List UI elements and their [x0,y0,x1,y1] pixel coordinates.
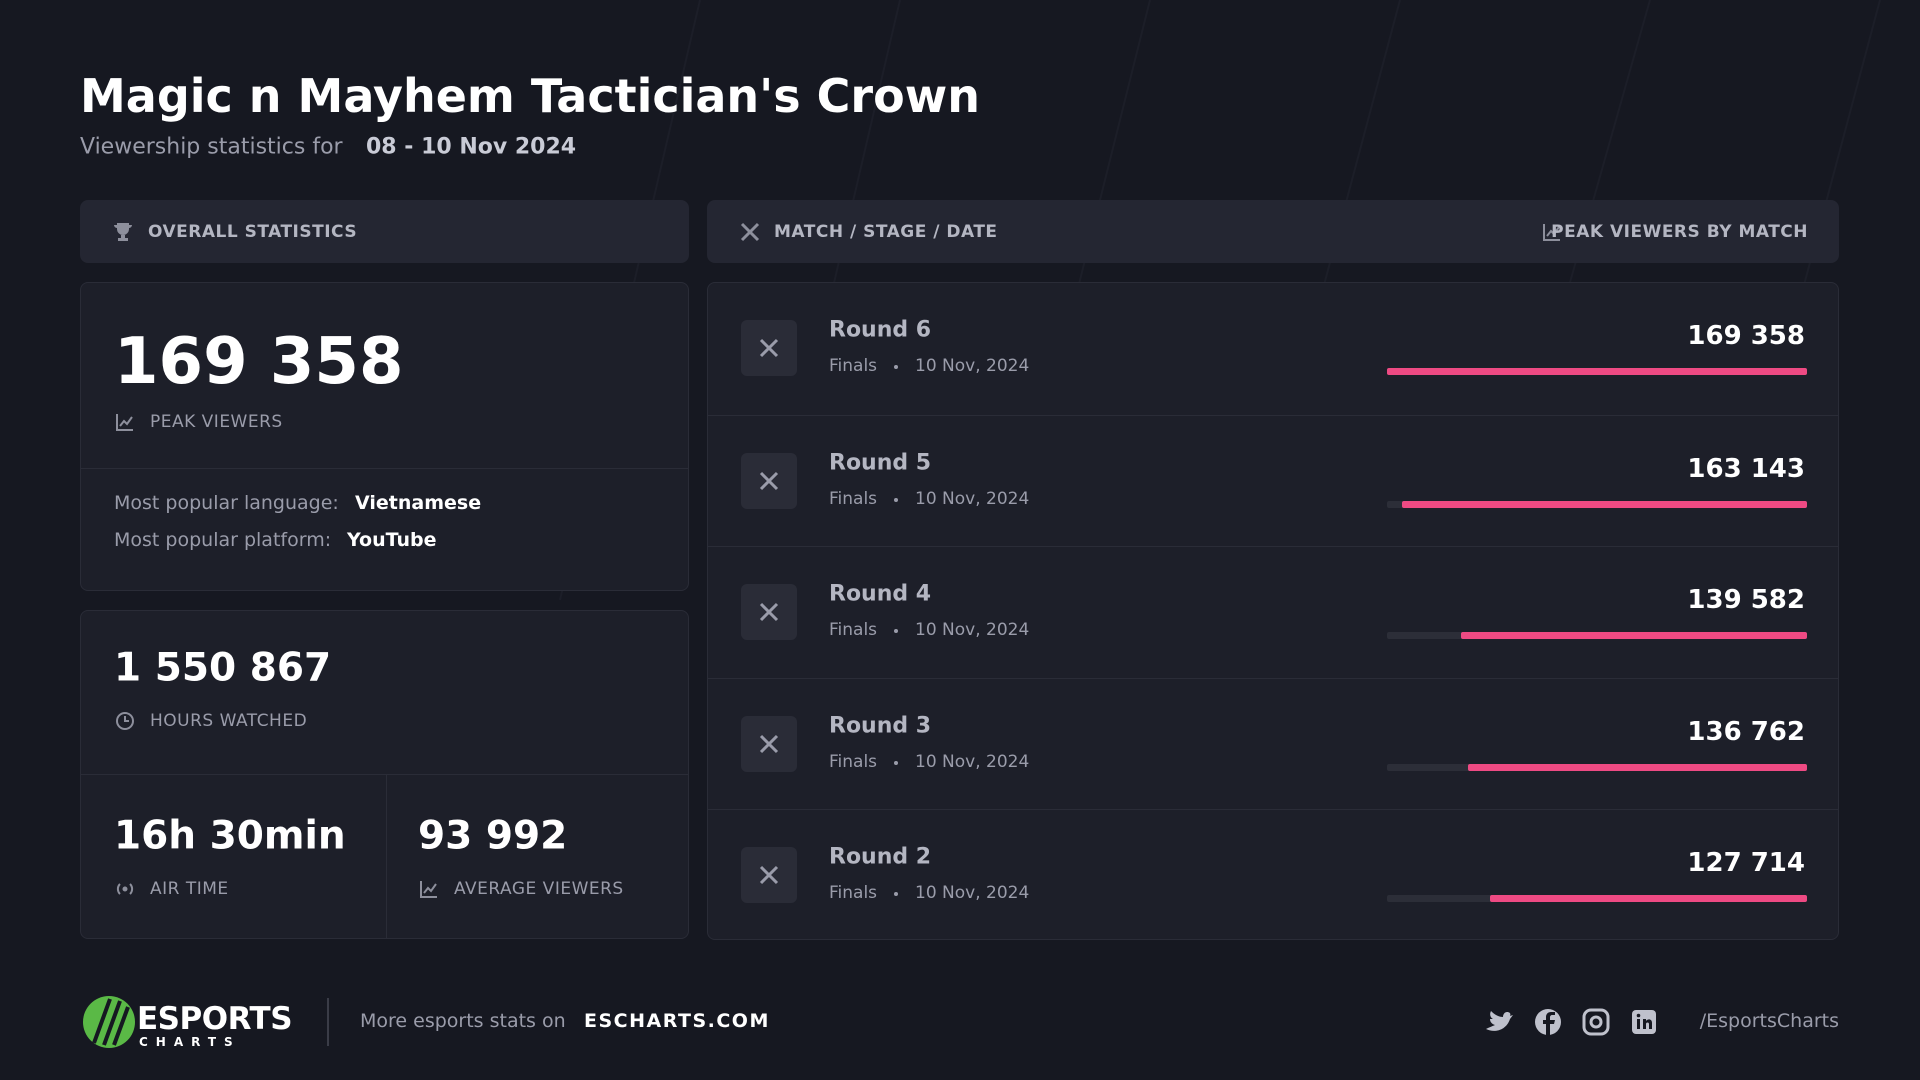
bar [1490,895,1807,903]
clock-icon [116,712,134,730]
match-row: Round 3 Finals 10 Nov, 2024 136 762 [708,677,1838,811]
match-row: Round 4 Finals 10 Nov, 2024 139 582 [708,546,1838,679]
match-name: Round 3 [829,713,932,739]
match-icon [741,452,797,509]
bar [1402,500,1807,508]
swords-icon [740,222,760,242]
match-date: 10 Nov, 2024 [915,883,1030,904]
platform-label: Most popular platform: [114,529,332,551]
match-stage: Finals [829,488,878,509]
platform: YouTube [347,529,437,551]
bullet [894,892,898,897]
match-row: Round 6 Finals 10 Nov, 2024 169 358 [708,283,1838,415]
logo-mark [83,996,135,1048]
peak-value: 139 582 [1687,585,1805,616]
match-icon [741,715,797,772]
overall-heading: OVERALL STATISTICS [148,222,358,242]
match-stage: Finals [829,620,878,641]
language: Vietnamese [355,492,482,514]
bullet [894,497,898,502]
peak-heading: PEAK VIEWERS BY MATCH [1551,222,1808,242]
subtitle-label: Viewership statistics for [80,134,343,160]
logo-bottom: CHARTS [139,1035,241,1049]
trophy-icon [114,223,132,241]
footer-divider [327,998,329,1046]
site-link[interactable]: ESCHARTS.COM [584,1010,770,1032]
peak-value: 169 358 [1687,321,1805,351]
match-stage: Finals [829,356,878,376]
match-row: Round 5 Finals 10 Nov, 2024 163 143 [708,414,1838,548]
matches-heading: MATCH / STAGE / DATE [774,222,998,242]
match-row: Round 2 Finals 10 Nov, 2024 127 714 [708,809,1838,939]
peak-card: 169 358 PEAK VIEWERS Most popular langua… [80,282,689,591]
divider [81,468,688,469]
match-icon [741,584,797,641]
chart-icon [420,881,437,898]
average-value: 93 992 [418,813,568,859]
divider [386,774,387,938]
matches-header: MATCH / STAGE / DATE PEAK VIEWERS BY MAT… [707,200,1839,263]
matches-list: Round 6 Finals 10 Nov, 2024 169 358 Round 5 F… [707,282,1839,940]
bar [1467,763,1807,771]
logo-top: ESPORTS [137,1001,293,1037]
swords-icon [759,866,779,885]
match-icon [741,847,797,904]
bullet [894,365,898,369]
bar [1460,632,1807,640]
airtime-value: 16h 30min [114,813,346,859]
peak-value: 127 714 [1687,848,1805,879]
chart-icon [1543,224,1560,241]
broadcast-icon [116,883,134,895]
hours-label: HOURS WATCHED [150,711,308,731]
match-date: 10 Nov, 2024 [915,488,1030,509]
swords-icon [759,471,779,490]
title: Magic n Mayhem Tactician's Crown [80,69,980,123]
bullet [894,760,898,765]
language-label: Most popular language: [114,492,339,514]
more-label: More esports stats on [360,1010,566,1032]
overall-header: OVERALL STATISTICS [80,200,689,263]
average-label: AVERAGE VIEWERS [454,879,624,899]
date-range: 08 - 10 Nov 2024 [366,134,577,160]
match-name: Round 5 [829,450,932,476]
match-date: 10 Nov, 2024 [915,751,1030,772]
match-stage: Finals [829,883,878,904]
peak-label: PEAK VIEWERS [150,412,283,432]
match-name: Round 6 [829,317,932,343]
divider [81,774,688,775]
swords-icon [759,338,779,358]
peak-value: 169 358 [114,325,404,399]
peak-value: 136 762 [1687,716,1805,747]
social-icons [1486,1008,1656,1036]
hours-card: 1 550 867 HOURS WATCHED 16h 30min AIR TI… [80,610,689,939]
match-date: 10 Nov, 2024 [915,620,1030,641]
match-name: Round 4 [829,581,932,607]
bullet [894,629,898,634]
match-stage: Finals [829,751,878,772]
hours-value: 1 550 867 [114,645,332,691]
peak-value: 163 143 [1687,453,1805,484]
airtime-label: AIR TIME [150,879,229,899]
chart-icon [116,414,133,431]
match-date: 10 Nov, 2024 [915,356,1030,376]
swords-icon [759,603,779,622]
handle: /EsportsCharts [1699,1010,1839,1032]
match-name: Round 2 [829,844,932,870]
swords-icon [759,734,779,753]
match-icon [741,320,797,376]
bar [1387,368,1807,375]
